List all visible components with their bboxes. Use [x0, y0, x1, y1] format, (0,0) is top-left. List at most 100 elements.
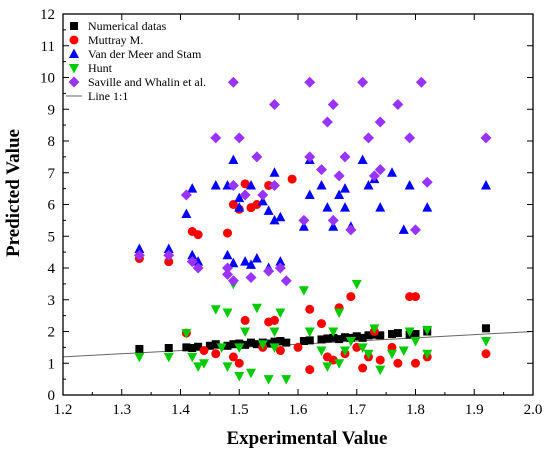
data-point — [411, 292, 420, 302]
data-point — [358, 333, 367, 342]
data-point — [193, 362, 204, 372]
data-point — [205, 341, 214, 350]
data-point — [375, 202, 386, 212]
data-point — [234, 192, 245, 203]
data-point — [239, 189, 251, 201]
data-point — [194, 342, 203, 351]
data-point — [481, 179, 491, 190]
x-tick-label: 1.7 — [347, 402, 366, 418]
data-point — [368, 170, 380, 182]
series-saville-and-whalin-et-al — [133, 76, 492, 287]
data-point — [264, 339, 273, 348]
data-point — [321, 116, 333, 128]
data-point — [264, 180, 274, 190]
data-point — [388, 330, 396, 339]
data-point — [187, 183, 198, 193]
data-point — [275, 256, 286, 266]
y-tick-label: 2 — [48, 325, 56, 341]
legend-label: Van der Meer and Stam — [88, 47, 202, 61]
data-point — [263, 375, 274, 385]
x-tick-label: 1.8 — [406, 402, 425, 418]
data-point — [222, 268, 233, 280]
axis-ticks: 1.2 1.3 1.4 1.5 1.6 1.7 1.8 1.9 2.00123456789101… — [40, 7, 542, 418]
data-point — [374, 164, 386, 176]
data-point — [369, 324, 380, 334]
data-point — [269, 167, 280, 177]
data-point — [298, 221, 309, 231]
data-point — [234, 371, 245, 382]
legend-item: Van der Meer and Stam — [69, 47, 202, 61]
data-point — [240, 327, 251, 337]
data-point — [375, 365, 386, 376]
data-point — [480, 132, 492, 144]
data-point — [252, 340, 261, 349]
data-point — [222, 308, 233, 318]
data-point — [327, 214, 339, 226]
y-axis-title: Predicted Value — [3, 129, 24, 257]
data-point — [216, 343, 227, 353]
data-point — [180, 189, 192, 201]
data-point — [251, 252, 262, 263]
legend-marker — [68, 76, 80, 88]
data-point — [228, 352, 238, 362]
data-point — [482, 324, 490, 333]
y-tick-label: 12 — [40, 7, 55, 23]
data-point — [164, 344, 173, 353]
data-point — [210, 132, 222, 144]
data-point — [276, 337, 285, 346]
data-point — [222, 262, 233, 274]
data-point — [333, 170, 345, 182]
y-tick-label: 6 — [48, 198, 56, 214]
x-tick-label: 1.6 — [289, 402, 308, 418]
data-point — [246, 259, 256, 269]
data-point — [345, 224, 357, 236]
data-point — [186, 256, 198, 268]
data-point — [227, 76, 239, 88]
data-point — [263, 265, 275, 277]
data-point — [341, 333, 349, 342]
data-point — [323, 334, 332, 343]
data-point — [199, 346, 209, 356]
x-tick-label: 1.9 — [465, 402, 484, 418]
legend-item: Line 1:1 — [66, 89, 128, 103]
data-point — [269, 343, 280, 353]
data-point — [364, 331, 373, 340]
data-point — [374, 116, 386, 128]
series-hunt — [134, 279, 491, 385]
data-point — [392, 98, 404, 110]
data-point — [329, 333, 338, 342]
data-point — [404, 132, 416, 144]
data-point — [269, 214, 280, 225]
data-point — [328, 221, 339, 231]
data-point — [210, 305, 221, 315]
data-point — [375, 355, 385, 365]
data-point — [351, 279, 362, 290]
data-point — [334, 359, 345, 369]
data-point — [222, 362, 233, 372]
data-point — [164, 257, 174, 267]
data-point — [187, 352, 198, 363]
legend-label: Hunt — [88, 61, 113, 75]
data-point — [387, 342, 397, 352]
data-point — [228, 257, 239, 268]
data-point — [298, 286, 309, 296]
legend-marker — [69, 35, 79, 45]
data-point — [135, 344, 144, 353]
x-tick-label: 1.4 — [171, 402, 190, 418]
data-point — [275, 211, 286, 222]
legend-label: Numerical datas — [88, 19, 167, 33]
data-point — [223, 341, 232, 350]
data-point — [133, 249, 145, 261]
data-point — [187, 249, 198, 260]
data-point — [163, 352, 174, 363]
data-point — [188, 344, 197, 353]
data-point — [316, 164, 327, 176]
data-point — [335, 335, 344, 344]
y-tick-label: 4 — [48, 261, 56, 277]
x-tick-label: 2.0 — [524, 402, 543, 418]
data-point — [134, 243, 145, 253]
data-point — [393, 358, 403, 368]
data-point — [305, 365, 315, 375]
data-point — [223, 228, 232, 238]
data-point — [304, 189, 315, 199]
